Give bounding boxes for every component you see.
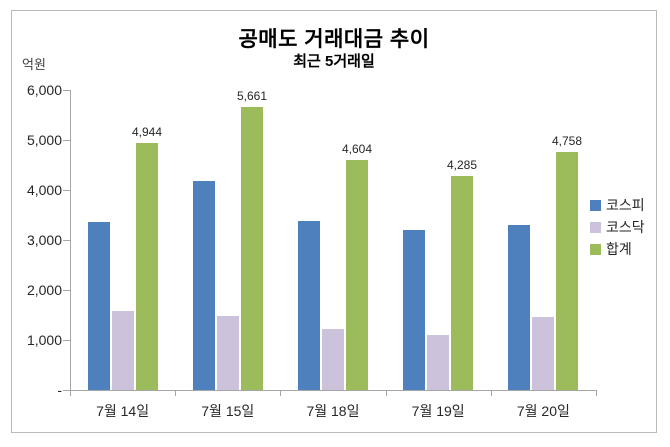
y-axis-tick (63, 140, 70, 141)
data-label-합계-5: 4,758 (551, 134, 583, 148)
x-axis-line (70, 390, 597, 391)
bar-코스피-5 (508, 225, 530, 390)
bar-합계-3 (346, 160, 368, 390)
y-axis-tick (63, 190, 70, 191)
y-axis-tick-label: - (57, 382, 62, 398)
chart-subtitle: 최근 5거래일 (293, 53, 375, 70)
chart-frame: 공매도 거래대금 추이 최근 5거래일 억원 - 1,000 2,000 3,000 4… (11, 10, 657, 433)
data-label-합계-1: 4,944 (131, 125, 163, 139)
bar-코스피-4 (403, 230, 425, 390)
y-axis-tick-label: 3,000 (26, 232, 62, 248)
legend-item-코스피: 코스피 (590, 194, 645, 216)
x-axis-category-label: 7월 18일 (306, 403, 360, 419)
y-axis-tick-label: 1,000 (26, 332, 62, 348)
x-axis-category-label: 7월 14일 (96, 403, 150, 419)
x-axis-category-label: 7월 20일 (516, 403, 570, 419)
bar-코스피-3 (298, 221, 320, 390)
bar-코스닥-5 (532, 317, 554, 390)
y-axis-tick-label: 4,000 (26, 182, 62, 198)
legend-marker-icon (590, 199, 601, 211)
bar-합계-2 (241, 107, 263, 390)
y-axis-tick (63, 240, 70, 241)
x-axis-tick (175, 390, 176, 396)
y-axis-tick-label: 2,000 (26, 282, 62, 298)
legend-item-코스닥: 코스닥 (590, 216, 645, 238)
bar-합계-5 (556, 152, 578, 390)
data-label-합계-2: 5,661 (236, 89, 268, 103)
y-axis-tick (63, 340, 70, 341)
x-axis-tick (491, 390, 492, 396)
x-axis-tick (386, 390, 387, 396)
legend-label: 합계 (606, 241, 632, 257)
chart-title: 공매도 거래대금 추이 (238, 28, 430, 51)
x-axis-tick (280, 390, 281, 396)
bar-합계-1 (136, 143, 158, 390)
data-label-합계-3: 4,604 (341, 142, 373, 156)
legend-marker-icon (590, 221, 601, 233)
legend-marker-icon (590, 243, 601, 255)
y-axis-line (70, 90, 71, 390)
y-axis-tick-label: 6,000 (26, 82, 62, 98)
y-axis-unit-label: 억원 (22, 57, 46, 72)
bar-합계-4 (451, 176, 473, 390)
bar-코스닥-4 (427, 335, 449, 390)
bar-코스닥-1 (112, 311, 134, 390)
x-axis-tick (70, 390, 71, 396)
bar-코스피-1 (88, 222, 110, 390)
legend-item-합계: 합계 (590, 238, 645, 260)
legend-label: 코스피 (606, 197, 645, 213)
x-axis-category-label: 7월 15일 (201, 403, 255, 419)
y-axis-tick (63, 90, 70, 91)
x-axis-tick (596, 390, 597, 396)
y-axis-tick (63, 290, 70, 291)
legend-label: 코스닥 (606, 219, 645, 235)
plot-area: - 1,000 2,000 3,000 4,000 5,000 6,000 4,944 7월 1… (12, 11, 656, 432)
bar-코스닥-2 (217, 316, 239, 390)
y-axis-tick (63, 390, 70, 391)
bar-코스피-2 (193, 181, 215, 390)
data-label-합계-4: 4,285 (446, 158, 478, 172)
x-axis-category-label: 7월 19일 (411, 403, 465, 419)
y-axis-tick-label: 5,000 (26, 132, 62, 148)
bar-코스닥-3 (322, 329, 344, 390)
